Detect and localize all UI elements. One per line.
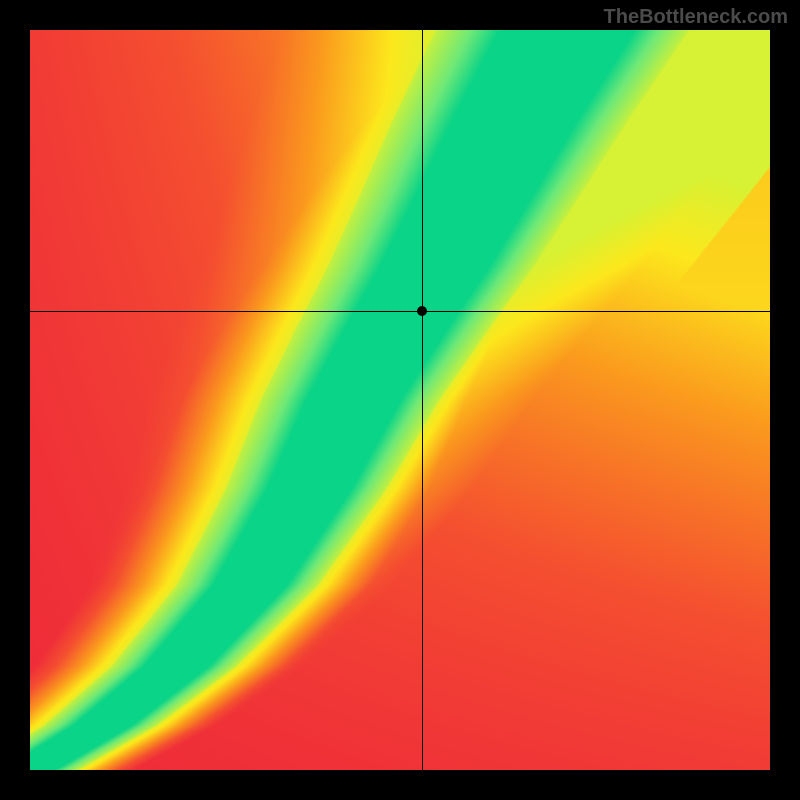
- chart-container: TheBottleneck.com: [0, 0, 800, 800]
- crosshair-vertical: [422, 30, 423, 770]
- crosshair-horizontal: [30, 311, 770, 312]
- watermark-text: TheBottleneck.com: [604, 6, 788, 29]
- heatmap-canvas: [30, 30, 770, 770]
- plot-area: [30, 30, 770, 770]
- crosshair-marker: [417, 306, 427, 316]
